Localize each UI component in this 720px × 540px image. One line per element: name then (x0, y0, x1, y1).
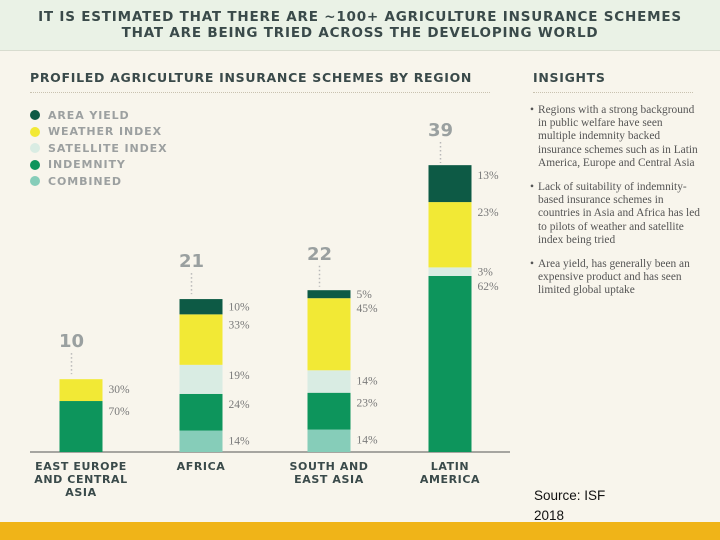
legend-swatch-combined (30, 176, 40, 187)
bar-segment-combined-africa (179, 430, 223, 452)
legend-item-indemnity: INDEMNITY (30, 157, 167, 174)
insight-text: Lack of suitability of indemnity- based … (538, 181, 700, 246)
legend-item-area-yield: AREA YIELD (30, 107, 167, 124)
header-banner: IT IS ESTIMATED THAT THERE ARE ~100+ AGR… (0, 0, 720, 50)
legend-swatch-indemnity (30, 159, 40, 170)
category-label-south-and-east-asia: SOUTH AND EAST ASIA (290, 460, 369, 486)
data-label-indemnity-latin-america: 62% (478, 281, 500, 293)
data-label-area-yield-south-and-east-asia: 5% (357, 289, 373, 301)
legend-item-satellite-index: SATELLITE INDEX (30, 140, 167, 157)
footer-bar (0, 522, 720, 540)
bar-segment-area-yield-latin-america (428, 165, 472, 203)
chart-section-divider (30, 92, 490, 93)
legend-label-indemnity: INDEMNITY (48, 158, 126, 172)
legend-item-combined: COMBINED (30, 173, 167, 190)
bar-segment-indemnity-latin-america (428, 275, 472, 452)
bar-segment-indemnity-south-and-east-asia (307, 392, 351, 430)
insight-text: Regions with a strong background in publ… (538, 104, 698, 169)
total-label-latin-america: 39 (428, 120, 453, 141)
source-line-1: Source: ISF (534, 488, 606, 503)
bullet-icon: • (530, 104, 534, 116)
bar-segment-area-yield-south-and-east-asia (307, 290, 351, 299)
data-label-satellite-index-africa: 19% (229, 370, 251, 382)
bar-segment-satellite-index-latin-america (428, 267, 472, 276)
bar-segment-weather-index-africa (179, 314, 223, 365)
bar-segment-weather-index-south-and-east-asia (307, 298, 351, 371)
bar-segment-indemnity-africa (179, 393, 223, 431)
insights-section-divider (533, 92, 693, 93)
header-line-2: THAT ARE BEING TRIED ACROSS THE DEVELOPI… (121, 25, 599, 41)
data-label-weather-index-east-europe-and-central-asia: 30% (109, 384, 131, 396)
data-label-weather-index-latin-america: 23% (478, 207, 500, 219)
header-line-1: IT IS ESTIMATED THAT THERE ARE ~100+ AGR… (38, 9, 682, 25)
bar-segment-weather-index-east-europe-and-central-asia (59, 379, 103, 402)
data-label-area-yield-africa: 10% (229, 302, 251, 314)
bar-segment-indemnity-east-europe-and-central-asia (59, 401, 103, 452)
bar-segment-combined-south-and-east-asia (307, 429, 351, 452)
legend-label-area-yield: AREA YIELD (48, 108, 130, 122)
category-label-east-europe-and-central-asia: EAST EUROPE AND CENTRAL ASIA (34, 460, 128, 499)
insight-text: Area yield, has generally been an expens… (538, 258, 690, 297)
legend-label-combined: COMBINED (48, 174, 122, 188)
data-label-indemnity-south-and-east-asia: 23% (357, 398, 379, 410)
category-label-africa: AFRICA (177, 460, 226, 473)
legend-swatch-area-yield (30, 110, 40, 121)
data-label-combined-south-and-east-asia: 14% (357, 435, 379, 447)
chart-legend: AREA YIELD WEATHER INDEX SATELLITE INDEX… (30, 107, 167, 190)
category-label-latin-america: LATIN AMERICA (420, 460, 480, 486)
chart-section-title: PROFILED AGRICULTURE INSURANCE SCHEMES B… (30, 70, 473, 85)
data-label-combined-africa: 14% (229, 436, 251, 448)
data-label-satellite-index-south-and-east-asia: 14% (357, 375, 379, 387)
header-divider (0, 50, 720, 51)
data-label-indemnity-africa: 24% (229, 399, 251, 411)
bar-segment-weather-index-latin-america (428, 202, 472, 268)
legend-swatch-satellite-index (30, 143, 40, 154)
data-label-area-yield-latin-america: 13% (478, 170, 500, 182)
insight-item: • Regions with a strong background in pu… (530, 104, 700, 170)
data-label-weather-index-africa: 33% (229, 319, 251, 331)
total-label-africa: 21 (179, 251, 204, 272)
bullet-icon: • (530, 258, 534, 271)
source-line-2: 2018 (534, 508, 565, 523)
data-label-weather-index-south-and-east-asia: 45% (357, 303, 379, 315)
data-label-indemnity-east-europe-and-central-asia: 70% (109, 406, 131, 418)
bar-segment-area-yield-africa (179, 299, 223, 315)
total-label-east-europe-and-central-asia: 10 (59, 331, 84, 352)
insights-list: • Regions with a strong background in pu… (530, 104, 700, 309)
bar-segment-satellite-index-africa (179, 364, 223, 394)
insight-item: • Area yield, has generally been an expe… (530, 258, 700, 298)
legend-swatch-weather-index (30, 126, 40, 137)
data-label-satellite-index-latin-america: 3% (478, 267, 494, 279)
bullet-icon: • (530, 181, 534, 194)
legend-item-weather-index: WEATHER INDEX (30, 124, 167, 141)
source-note: Source: ISF 2018 (534, 486, 644, 526)
total-label-south-and-east-asia: 22 (307, 244, 332, 265)
bar-segment-satellite-index-south-and-east-asia (307, 370, 351, 393)
insight-item: • Lack of suitability of indemnity- base… (530, 181, 700, 247)
insights-section-title: INSIGHTS (533, 70, 606, 85)
legend-label-weather-index: WEATHER INDEX (48, 125, 162, 139)
legend-label-satellite-index: SATELLITE INDEX (48, 141, 168, 155)
